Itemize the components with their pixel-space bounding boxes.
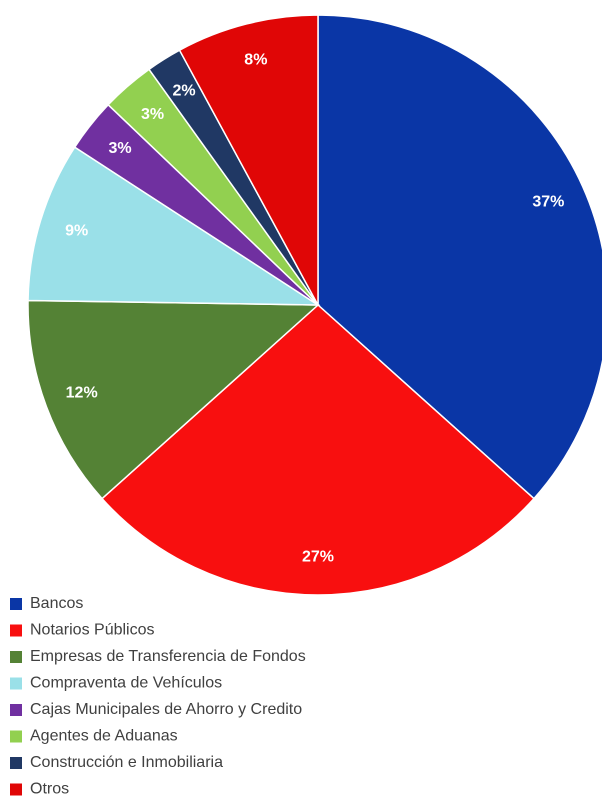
legend-label: Cajas Municipales de Ahorro y Credito <box>30 701 302 718</box>
legend-swatch <box>10 624 22 637</box>
legend-swatch <box>10 783 22 796</box>
legend-label: Empresas de Transferencia de Fondos <box>30 648 306 665</box>
legend-swatch <box>10 651 22 663</box>
legend-label: Otros <box>30 781 69 797</box>
pie-slice <box>101 303 535 596</box>
data-label: 3% <box>141 106 164 123</box>
legend-label: Bancos <box>30 595 83 612</box>
legend-swatch <box>10 757 22 769</box>
data-label: 2% <box>172 82 195 99</box>
legend-label: Construcción e Inmobiliaria <box>30 754 223 771</box>
data-label: 8% <box>244 52 267 69</box>
legend-label: Notarios Públicos <box>30 622 155 639</box>
legend-label: Agentes de Aduanas <box>30 728 178 745</box>
data-label: 27% <box>302 549 334 566</box>
legend-swatch <box>10 677 22 690</box>
data-label: 12% <box>66 385 98 402</box>
legend-swatch <box>10 598 22 610</box>
data-label: 37% <box>532 193 564 210</box>
legend-swatch <box>10 730 22 743</box>
data-label: 3% <box>108 140 131 157</box>
legend-swatch <box>10 704 22 716</box>
pie-slice <box>27 146 321 306</box>
pie-slice <box>27 299 320 500</box>
legend-label: Compraventa de Vehículos <box>30 675 222 692</box>
pie-slice <box>178 14 319 306</box>
pie-slice <box>317 14 602 500</box>
data-label: 9% <box>65 223 88 240</box>
